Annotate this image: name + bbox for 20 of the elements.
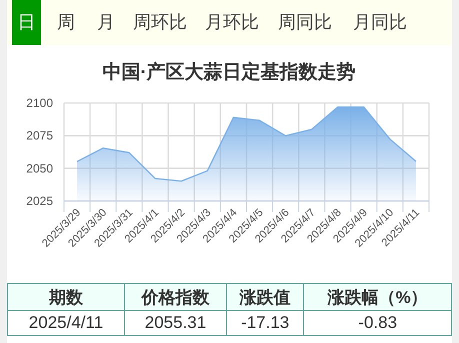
text: 周同比	[277, 11, 333, 34]
text: 期数	[8, 284, 124, 310]
text: 月	[96, 11, 116, 34]
text: 价格指数	[124, 284, 227, 310]
y-tick-label: 2100	[26, 96, 54, 110]
y-tick-label: 2050	[26, 161, 54, 176]
text: 月环比	[204, 11, 260, 34]
y-tick-label: 2075	[26, 128, 54, 143]
y-tick-label: 2025	[26, 194, 54, 208]
text: 周	[56, 11, 76, 34]
chart-title: 中国·产区大蒜日定基指数走势	[102, 61, 356, 83]
text: -17.13	[226, 310, 304, 336]
text: 周环比	[132, 11, 188, 34]
text: 月同比	[352, 11, 408, 34]
text: -0.83	[304, 310, 452, 336]
text: 2055.31	[124, 310, 227, 336]
text: 2025/4/11	[8, 310, 124, 336]
text: 日	[12, 0, 41, 45]
text: 涨跌值	[226, 284, 304, 310]
text: 涨跌幅（%）	[304, 284, 452, 310]
